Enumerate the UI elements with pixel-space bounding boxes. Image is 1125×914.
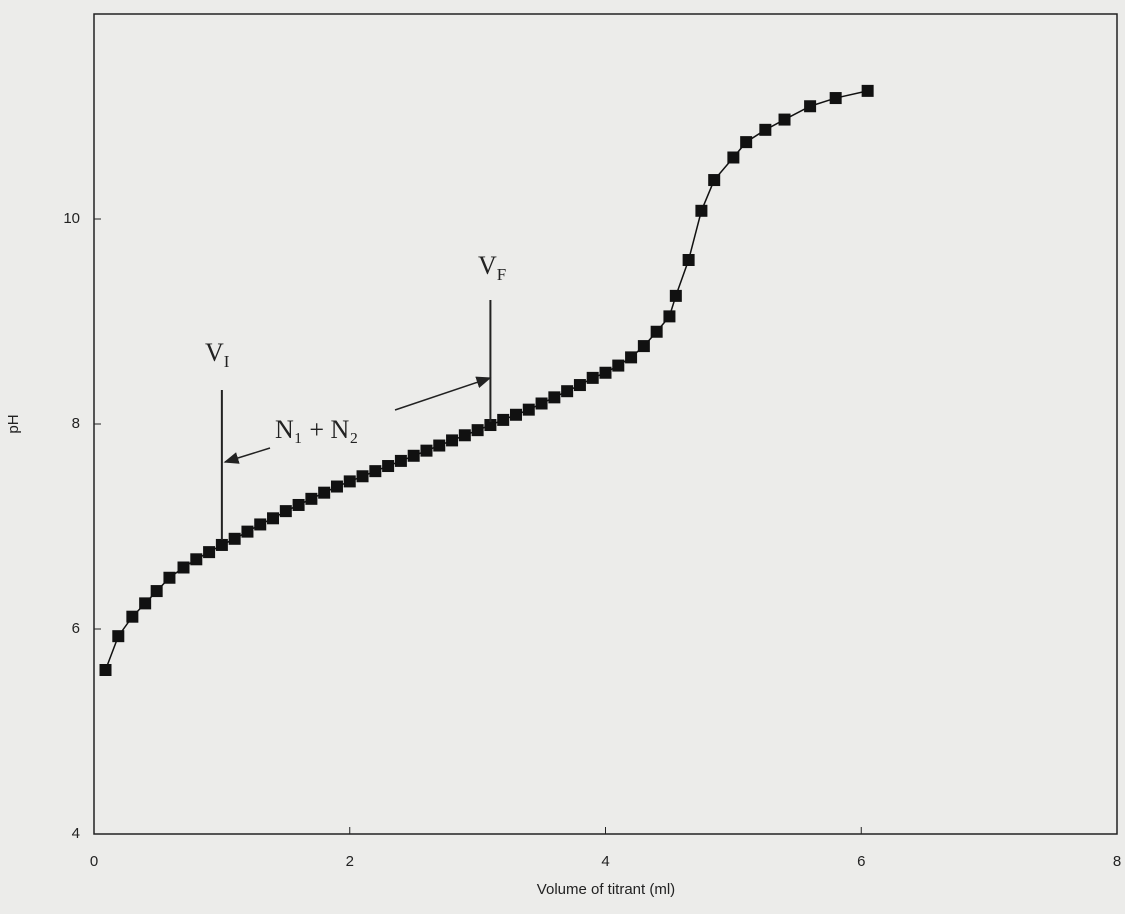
x-tick-label: 8 [1113, 853, 1121, 870]
marker [695, 204, 708, 217]
marker [522, 403, 535, 416]
y-axis-label: pH [5, 414, 22, 433]
marker [804, 100, 817, 113]
marker [241, 525, 254, 538]
marker [599, 366, 612, 379]
marker [420, 444, 433, 457]
marker [177, 561, 190, 574]
marker [163, 571, 176, 584]
marker [727, 151, 740, 164]
marker [446, 434, 459, 447]
marker [682, 254, 695, 266]
x-tick-label: 6 [857, 853, 865, 870]
marker [625, 351, 638, 364]
series-line [104, 90, 868, 671]
marker [829, 92, 842, 105]
x-tick-label: 4 [601, 853, 609, 870]
marker [279, 505, 292, 518]
marker [561, 385, 574, 398]
x-axis-label: Volume of titrant (ml) [537, 881, 675, 898]
marker [369, 465, 382, 478]
annotation-subscript: I [224, 352, 230, 371]
marker [612, 359, 625, 372]
marker [861, 84, 874, 97]
marker [778, 113, 791, 126]
y-tick-label: 10 [63, 210, 80, 227]
marker [586, 371, 599, 384]
annotation-text: V [478, 251, 497, 280]
marker [203, 546, 216, 559]
annotation-subscript: F [497, 265, 506, 284]
marker [356, 470, 369, 483]
marker [215, 538, 228, 551]
marker [740, 136, 753, 149]
arrow [223, 447, 271, 464]
marker [394, 454, 407, 467]
marker [343, 475, 356, 488]
marker [535, 397, 548, 410]
annotation: VI [205, 338, 230, 371]
marker [637, 340, 650, 353]
marker [650, 325, 663, 338]
marker [267, 512, 280, 525]
marker [497, 413, 510, 426]
marker [669, 289, 682, 302]
annotation: VF [478, 251, 506, 284]
arrow [394, 376, 492, 411]
marker [663, 310, 676, 323]
marker [139, 597, 152, 610]
marker [759, 123, 772, 136]
marker [433, 439, 446, 452]
marker [292, 498, 305, 511]
marker [190, 553, 203, 566]
x-tick-label: 0 [90, 853, 98, 870]
marker [126, 610, 139, 623]
marker [458, 429, 471, 442]
x-tick-label: 2 [346, 853, 354, 870]
marker [305, 492, 318, 505]
marker [254, 518, 267, 531]
y-tick-label: 6 [72, 620, 80, 637]
marker [150, 585, 163, 598]
marker [407, 449, 420, 462]
y-tick-label: 4 [72, 825, 80, 842]
marker [318, 486, 331, 499]
marker [382, 460, 395, 473]
marker [228, 532, 241, 545]
marker [548, 391, 561, 404]
marker [708, 174, 721, 187]
marker [330, 480, 343, 493]
marker [99, 664, 112, 676]
marker [112, 630, 125, 643]
marker [509, 408, 522, 421]
marker [484, 419, 497, 432]
marker [471, 424, 484, 437]
y-tick-label: 8 [72, 415, 80, 432]
annotation: N₁ + N₂ [275, 415, 358, 444]
annotation-text: V [205, 338, 224, 367]
plot-frame [93, 13, 1118, 835]
marker [573, 379, 586, 392]
